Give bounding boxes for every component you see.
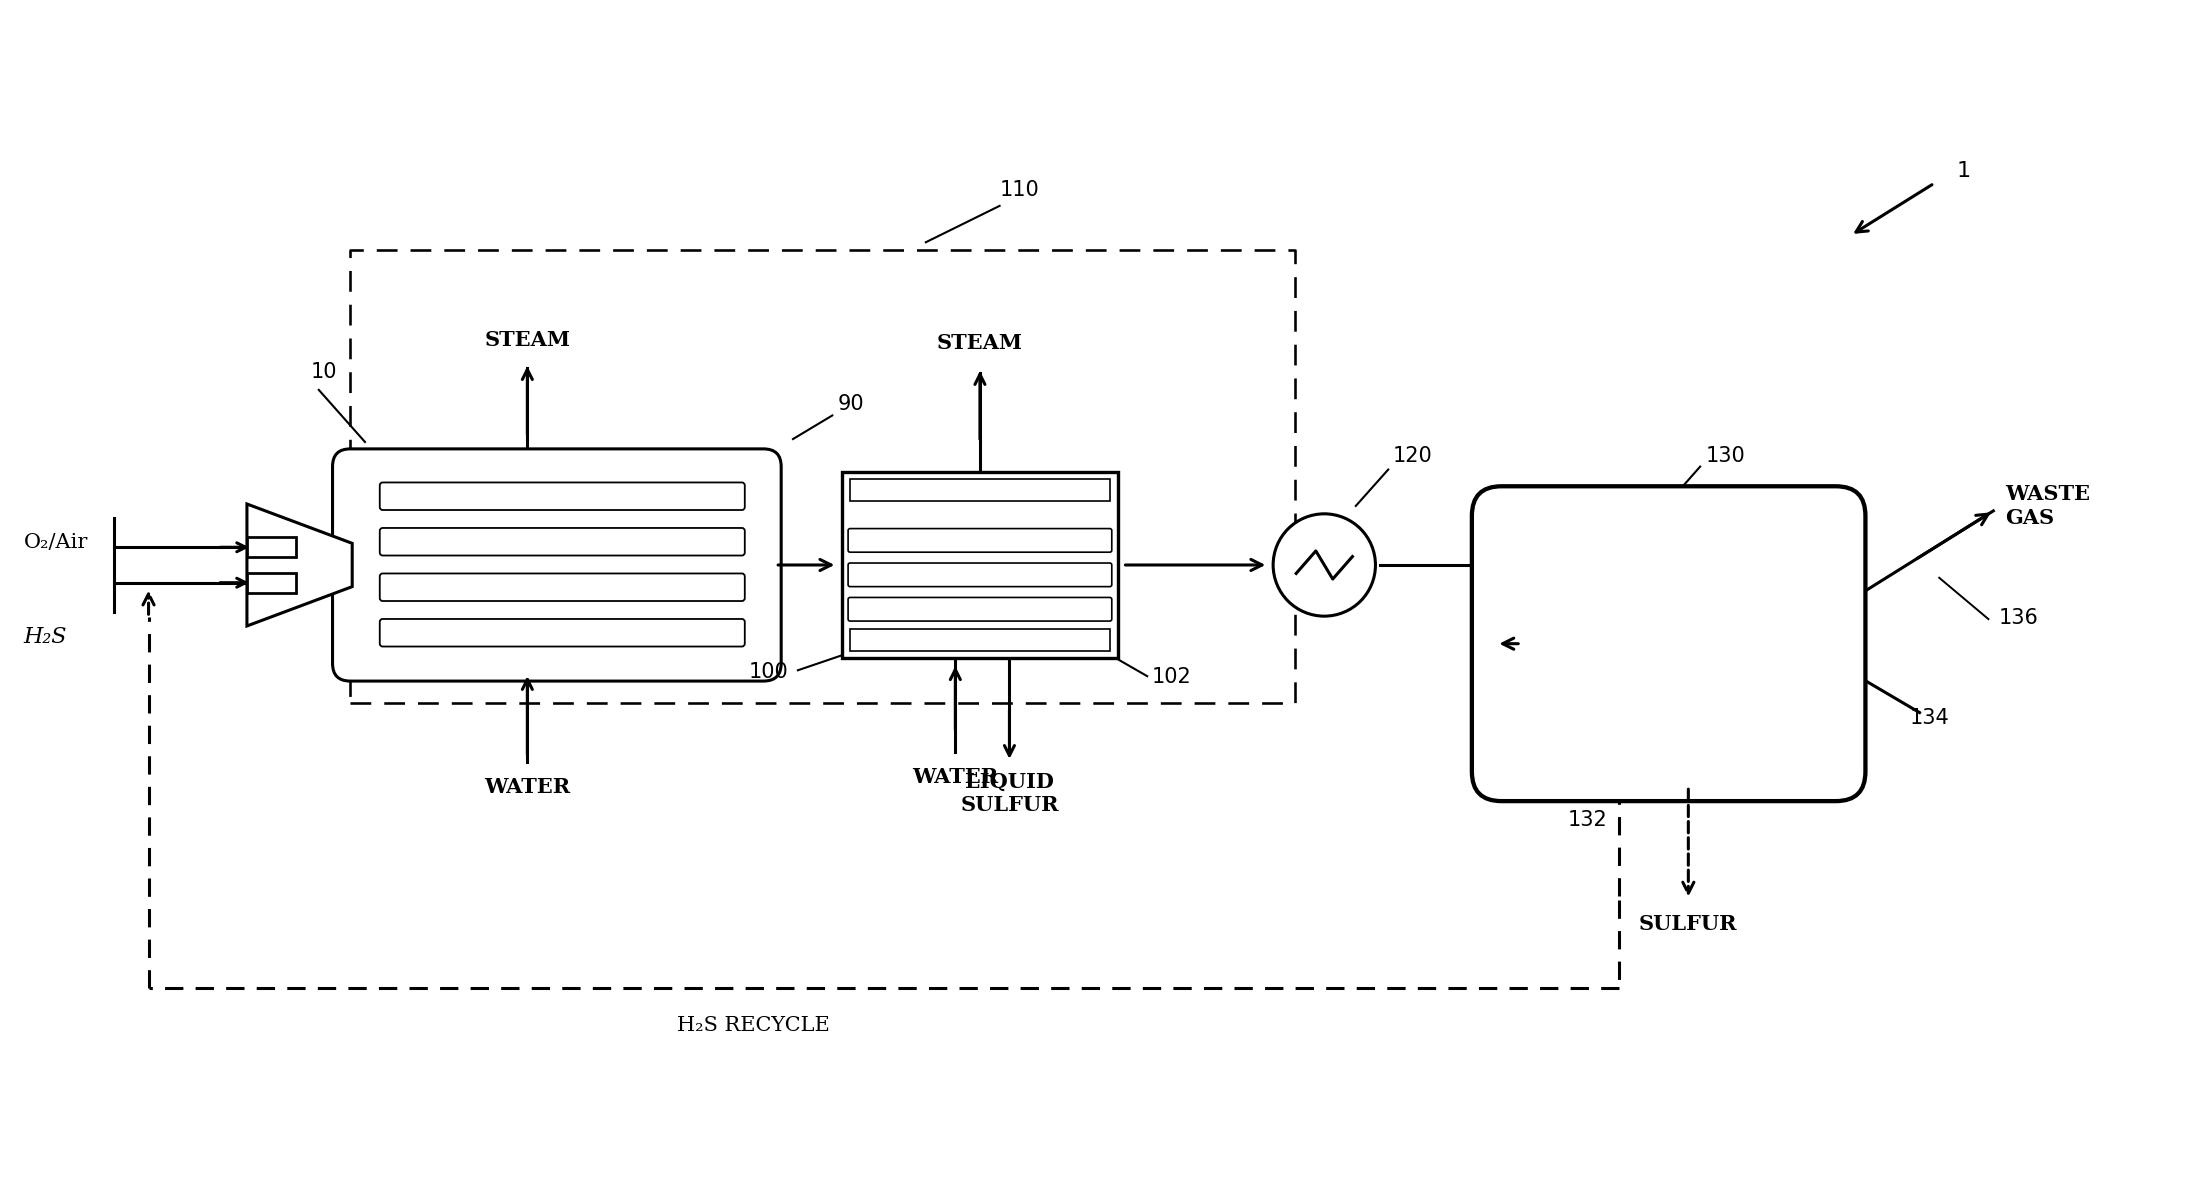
Circle shape — [1274, 514, 1375, 616]
Text: 110: 110 — [999, 180, 1039, 200]
Text: LIQUID
SULFUR: LIQUID SULFUR — [960, 772, 1058, 814]
Bar — [850, 479, 1109, 501]
FancyBboxPatch shape — [332, 449, 782, 681]
Text: SULFUR: SULFUR — [1638, 914, 1737, 935]
Bar — [843, 472, 1118, 659]
FancyBboxPatch shape — [380, 528, 744, 555]
Text: WATER: WATER — [485, 776, 571, 797]
Text: 102: 102 — [1153, 667, 1192, 687]
Text: O₂/Air: O₂/Air — [24, 533, 88, 552]
FancyBboxPatch shape — [848, 597, 1111, 621]
FancyBboxPatch shape — [380, 619, 744, 647]
FancyBboxPatch shape — [380, 573, 744, 600]
Text: 120: 120 — [1392, 446, 1434, 466]
Text: WASTE
GAS: WASTE GAS — [2005, 484, 2091, 528]
Text: 1: 1 — [1957, 162, 1970, 182]
Polygon shape — [246, 504, 351, 625]
Bar — [850, 629, 1109, 650]
Text: 100: 100 — [749, 662, 788, 682]
FancyBboxPatch shape — [1471, 486, 1864, 801]
FancyBboxPatch shape — [848, 564, 1111, 586]
Bar — [246, 537, 296, 558]
Text: STEAM: STEAM — [485, 331, 571, 351]
Text: H₂S: H₂S — [24, 625, 68, 648]
FancyBboxPatch shape — [380, 483, 744, 510]
Text: H₂S RECYCLE: H₂S RECYCLE — [676, 1015, 830, 1034]
Text: STEAM: STEAM — [938, 333, 1023, 353]
Text: 132: 132 — [1568, 810, 1607, 830]
Text: 10: 10 — [312, 361, 338, 382]
Text: 136: 136 — [1998, 608, 2038, 628]
FancyBboxPatch shape — [848, 529, 1111, 552]
Text: 134: 134 — [1911, 709, 1950, 729]
Text: 90: 90 — [837, 394, 863, 414]
Text: 130: 130 — [1706, 446, 1746, 466]
Bar — [246, 573, 296, 592]
Text: WATER: WATER — [911, 767, 999, 787]
